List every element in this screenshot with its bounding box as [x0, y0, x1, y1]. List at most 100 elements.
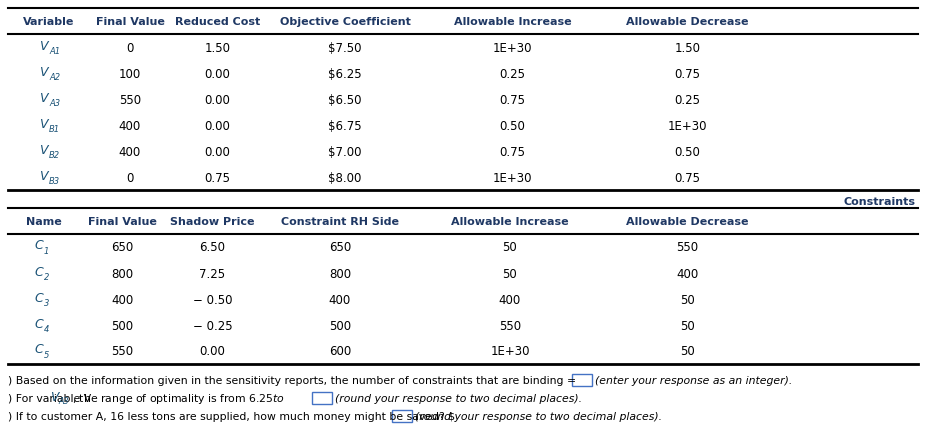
Text: 3: 3 — [44, 298, 49, 307]
Text: 1E+30: 1E+30 — [489, 345, 529, 358]
Text: $6.75: $6.75 — [328, 119, 362, 132]
Text: 650: 650 — [111, 241, 133, 254]
Text: 1: 1 — [44, 246, 49, 255]
FancyBboxPatch shape — [391, 410, 412, 422]
Text: V: V — [40, 40, 48, 52]
Text: 1.50: 1.50 — [674, 41, 700, 54]
Text: V: V — [40, 91, 48, 104]
Text: 50: 50 — [679, 293, 694, 306]
Text: 100: 100 — [119, 68, 141, 80]
Text: 400: 400 — [119, 119, 141, 132]
Text: 500: 500 — [111, 319, 133, 332]
Text: ) For variable V: ) For variable V — [8, 393, 91, 403]
Text: 400: 400 — [328, 293, 350, 306]
Text: V: V — [40, 169, 48, 182]
FancyBboxPatch shape — [571, 374, 591, 386]
Text: 550: 550 — [499, 319, 520, 332]
Text: 2: 2 — [44, 272, 49, 281]
Text: V: V — [40, 143, 48, 156]
Text: 800: 800 — [328, 267, 350, 280]
Text: A1: A1 — [49, 47, 60, 56]
Text: Allowable Decrease: Allowable Decrease — [626, 216, 748, 227]
Text: 50: 50 — [502, 241, 517, 254]
Text: 0: 0 — [126, 171, 133, 184]
Text: 400: 400 — [676, 267, 698, 280]
Text: 0.00: 0.00 — [199, 345, 225, 358]
Text: $7.00: $7.00 — [328, 145, 362, 158]
Text: 550: 550 — [119, 93, 141, 106]
Text: 0.75: 0.75 — [499, 93, 525, 106]
Text: , the range of optimality is from $6.25 to $: , the range of optimality is from $6.25 … — [72, 391, 285, 405]
Text: (enter your response as an integer).: (enter your response as an integer). — [594, 375, 792, 385]
Text: 400: 400 — [111, 293, 133, 306]
Text: 7.25: 7.25 — [199, 267, 225, 280]
Text: B1: B1 — [49, 125, 60, 134]
Text: C: C — [34, 239, 43, 252]
Text: 0.50: 0.50 — [499, 119, 525, 132]
Text: 0: 0 — [126, 41, 133, 54]
Text: 0.25: 0.25 — [674, 93, 700, 106]
Text: 0.00: 0.00 — [204, 145, 230, 158]
Text: Objective Coefficient: Objective Coefficient — [279, 17, 410, 27]
Text: 0.00: 0.00 — [204, 119, 230, 132]
Text: 400: 400 — [499, 293, 521, 306]
Text: (round your response to two decimal places).: (round your response to two decimal plac… — [335, 393, 581, 403]
Text: $7.50: $7.50 — [328, 41, 362, 54]
Text: 600: 600 — [328, 345, 350, 358]
Text: 50: 50 — [679, 345, 694, 358]
Text: $8.00: $8.00 — [328, 171, 362, 184]
Text: Shadow Price: Shadow Price — [170, 216, 255, 227]
Text: 400: 400 — [119, 145, 141, 158]
Text: Final Value: Final Value — [88, 216, 157, 227]
Text: 0.75: 0.75 — [499, 145, 525, 158]
Text: Allowable Increase: Allowable Increase — [451, 216, 568, 227]
Text: V: V — [40, 65, 48, 78]
Text: 1E+30: 1E+30 — [492, 41, 532, 54]
Text: A3: A3 — [57, 396, 69, 405]
Text: 0.25: 0.25 — [499, 68, 525, 80]
Text: $6.50: $6.50 — [328, 93, 362, 106]
Text: B3: B3 — [49, 177, 60, 186]
Text: 0.00: 0.00 — [204, 68, 230, 80]
Text: C: C — [34, 317, 43, 330]
Text: C: C — [34, 291, 43, 304]
Text: 0.00: 0.00 — [204, 93, 230, 106]
Text: B2: B2 — [49, 150, 60, 160]
FancyBboxPatch shape — [311, 392, 332, 404]
Text: 5: 5 — [44, 350, 49, 359]
Text: Variable: Variable — [23, 17, 74, 27]
Text: 50: 50 — [679, 319, 694, 332]
Text: 550: 550 — [676, 241, 698, 254]
Text: Allowable Decrease: Allowable Decrease — [626, 17, 748, 27]
Text: 0.75: 0.75 — [674, 68, 700, 80]
Text: V: V — [50, 390, 58, 403]
Text: 1E+30: 1E+30 — [492, 171, 532, 184]
Text: 550: 550 — [111, 345, 133, 358]
Text: C: C — [34, 343, 43, 356]
Text: 1E+30: 1E+30 — [667, 119, 706, 132]
Text: ) If to customer A, 16 less tons are supplied, how much money might be saved? $: ) If to customer A, 16 less tons are sup… — [8, 411, 454, 421]
Text: Reduced Cost: Reduced Cost — [174, 17, 260, 27]
Text: 0.75: 0.75 — [204, 171, 230, 184]
Text: 0.75: 0.75 — [674, 171, 700, 184]
Text: 650: 650 — [328, 241, 350, 254]
Text: ) Based on the information given in the sensitivity reports, the number of const: ) Based on the information given in the … — [8, 375, 579, 385]
Text: 50: 50 — [502, 267, 517, 280]
Text: 500: 500 — [328, 319, 350, 332]
Text: 1.50: 1.50 — [204, 41, 230, 54]
Text: V: V — [40, 117, 48, 130]
Text: − 0.50: − 0.50 — [193, 293, 232, 306]
Text: $6.25: $6.25 — [328, 68, 362, 80]
Text: Constraint RH Side: Constraint RH Side — [281, 216, 399, 227]
Text: Final Value: Final Value — [95, 17, 164, 27]
Text: Name: Name — [26, 216, 62, 227]
Text: − 0.25: − 0.25 — [193, 319, 232, 332]
Text: Allowable Increase: Allowable Increase — [453, 17, 571, 27]
Text: A2: A2 — [49, 73, 60, 82]
Text: 4: 4 — [44, 324, 49, 333]
Text: (round your response to two decimal places).: (round your response to two decimal plac… — [414, 411, 661, 421]
Text: 0.50: 0.50 — [674, 145, 700, 158]
Text: 800: 800 — [111, 267, 133, 280]
Text: Constraints: Constraints — [843, 197, 915, 206]
Text: A3: A3 — [49, 99, 60, 108]
